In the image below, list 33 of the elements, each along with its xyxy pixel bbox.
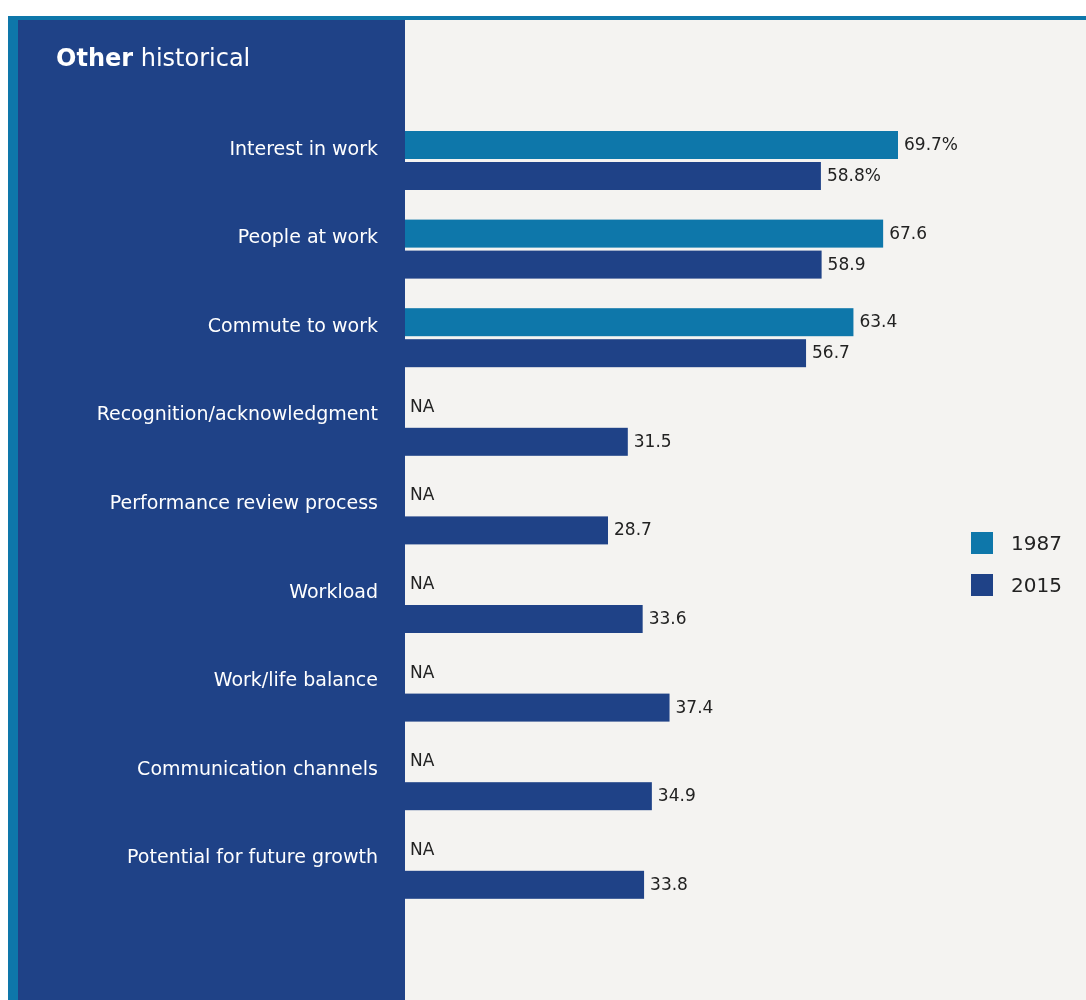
data-label: 33.6	[648, 608, 687, 628]
text: NA	[410, 484, 435, 505]
y-tick-label: Performance review process	[109, 490, 378, 513]
y-tick-label: Commute to work	[207, 313, 378, 336]
text: NA	[410, 838, 435, 859]
data-label: 69.7%	[904, 134, 959, 154]
legend-label: 1987	[1011, 530, 1062, 555]
data-label: 37.4	[675, 696, 714, 717]
data-label: 31.5	[633, 430, 672, 451]
data-label: 34.9	[657, 785, 696, 806]
data-label: 33.8	[650, 873, 688, 894]
y-tick-label: Interest in work	[229, 136, 378, 159]
bar	[405, 308, 854, 337]
data-label: 56.7	[812, 342, 850, 363]
y-tick-label: Work/life balance	[213, 668, 378, 691]
y-tick-label: Potential for future growth	[127, 845, 378, 868]
data-label: 58.8%	[826, 165, 881, 185]
text: NA	[410, 395, 435, 416]
text: Other historical	[56, 44, 251, 72]
data-label: 28.7	[614, 519, 652, 540]
bar	[405, 131, 898, 159]
legend-label: 2015	[1011, 572, 1062, 597]
y-tick-label: Recognition/acknowledgment	[96, 402, 378, 425]
y-tick-label: People at work	[237, 225, 378, 248]
y-tick-label: Communication channels	[137, 756, 378, 779]
data-label: 63.4	[859, 311, 898, 332]
text: NA	[410, 750, 435, 771]
data-label: 67.6	[889, 222, 928, 243]
bar	[405, 219, 884, 248]
text: NA	[410, 661, 435, 682]
text: NA	[410, 573, 435, 593]
data-label: 58.9	[827, 253, 866, 274]
y-tick-label: Workload	[289, 579, 378, 602]
